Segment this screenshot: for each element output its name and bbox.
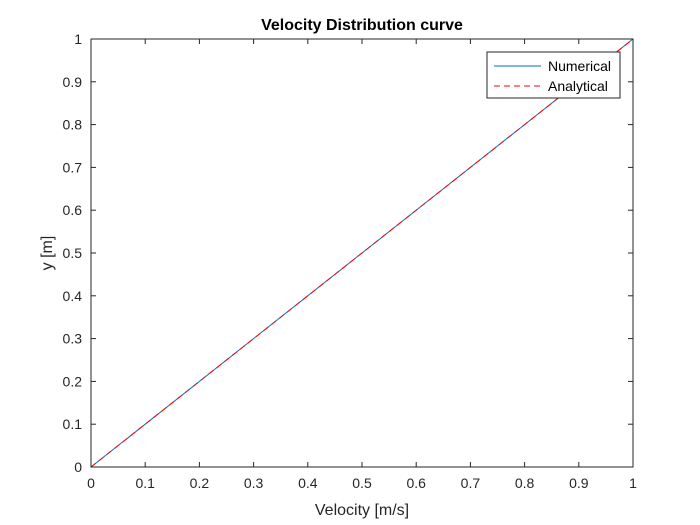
series-line-analytical (90, 38, 634, 468)
x-tick-label: 0.1 (135, 475, 155, 491)
legend-items: Numerical Analytical (494, 58, 611, 94)
x-tick-label: 0.7 (461, 475, 481, 491)
x-axis: 0 0.1 0.2 0.3 0.4 0.5 0.6 0.7 0.8 0.9 1 (87, 39, 637, 491)
y-tick-label: 0.2 (63, 373, 83, 389)
y-axis: 0 0.1 0.2 0.3 0.4 0.5 0.6 0.7 0.8 0.9 1 (63, 31, 633, 475)
x-tick-label: 0.2 (190, 475, 210, 491)
y-tick-label: 0.6 (63, 202, 83, 218)
legend: Numerical Analytical (486, 51, 621, 99)
y-tick-label: 0.5 (63, 245, 83, 261)
y-tick-label: 0.4 (63, 288, 83, 304)
y-tick-label: 0.3 (63, 331, 83, 347)
x-axis-label: Velocity [m/s] (315, 502, 409, 519)
y-tick-label: 0.7 (63, 159, 83, 175)
y-axis-label: y [m] (39, 236, 56, 271)
x-tick-label: 0.8 (515, 475, 535, 491)
legend-box (486, 51, 621, 99)
x-tick-label: 1 (629, 475, 637, 491)
series-layer (90, 38, 634, 468)
y-tick-label: 0.1 (63, 416, 83, 432)
y-tick-label: 0 (74, 459, 82, 475)
y-tick-label: 0.9 (63, 74, 83, 90)
x-tick-label: 0.6 (406, 475, 426, 491)
x-tick-label: 0.9 (569, 475, 589, 491)
y-tick-label: 0.8 (63, 117, 83, 133)
x-tick-label: 0.3 (244, 475, 264, 491)
y-tick-label: 1 (74, 31, 82, 47)
x-tick-label: 0.5 (352, 475, 372, 491)
x-tick-label: 0 (87, 475, 95, 491)
x-tick-label: 0.4 (298, 475, 318, 491)
legend-label-analytical: Analytical (548, 78, 608, 94)
chart-title: Velocity Distribution curve (261, 17, 463, 34)
legend-label-numerical: Numerical (548, 58, 611, 74)
